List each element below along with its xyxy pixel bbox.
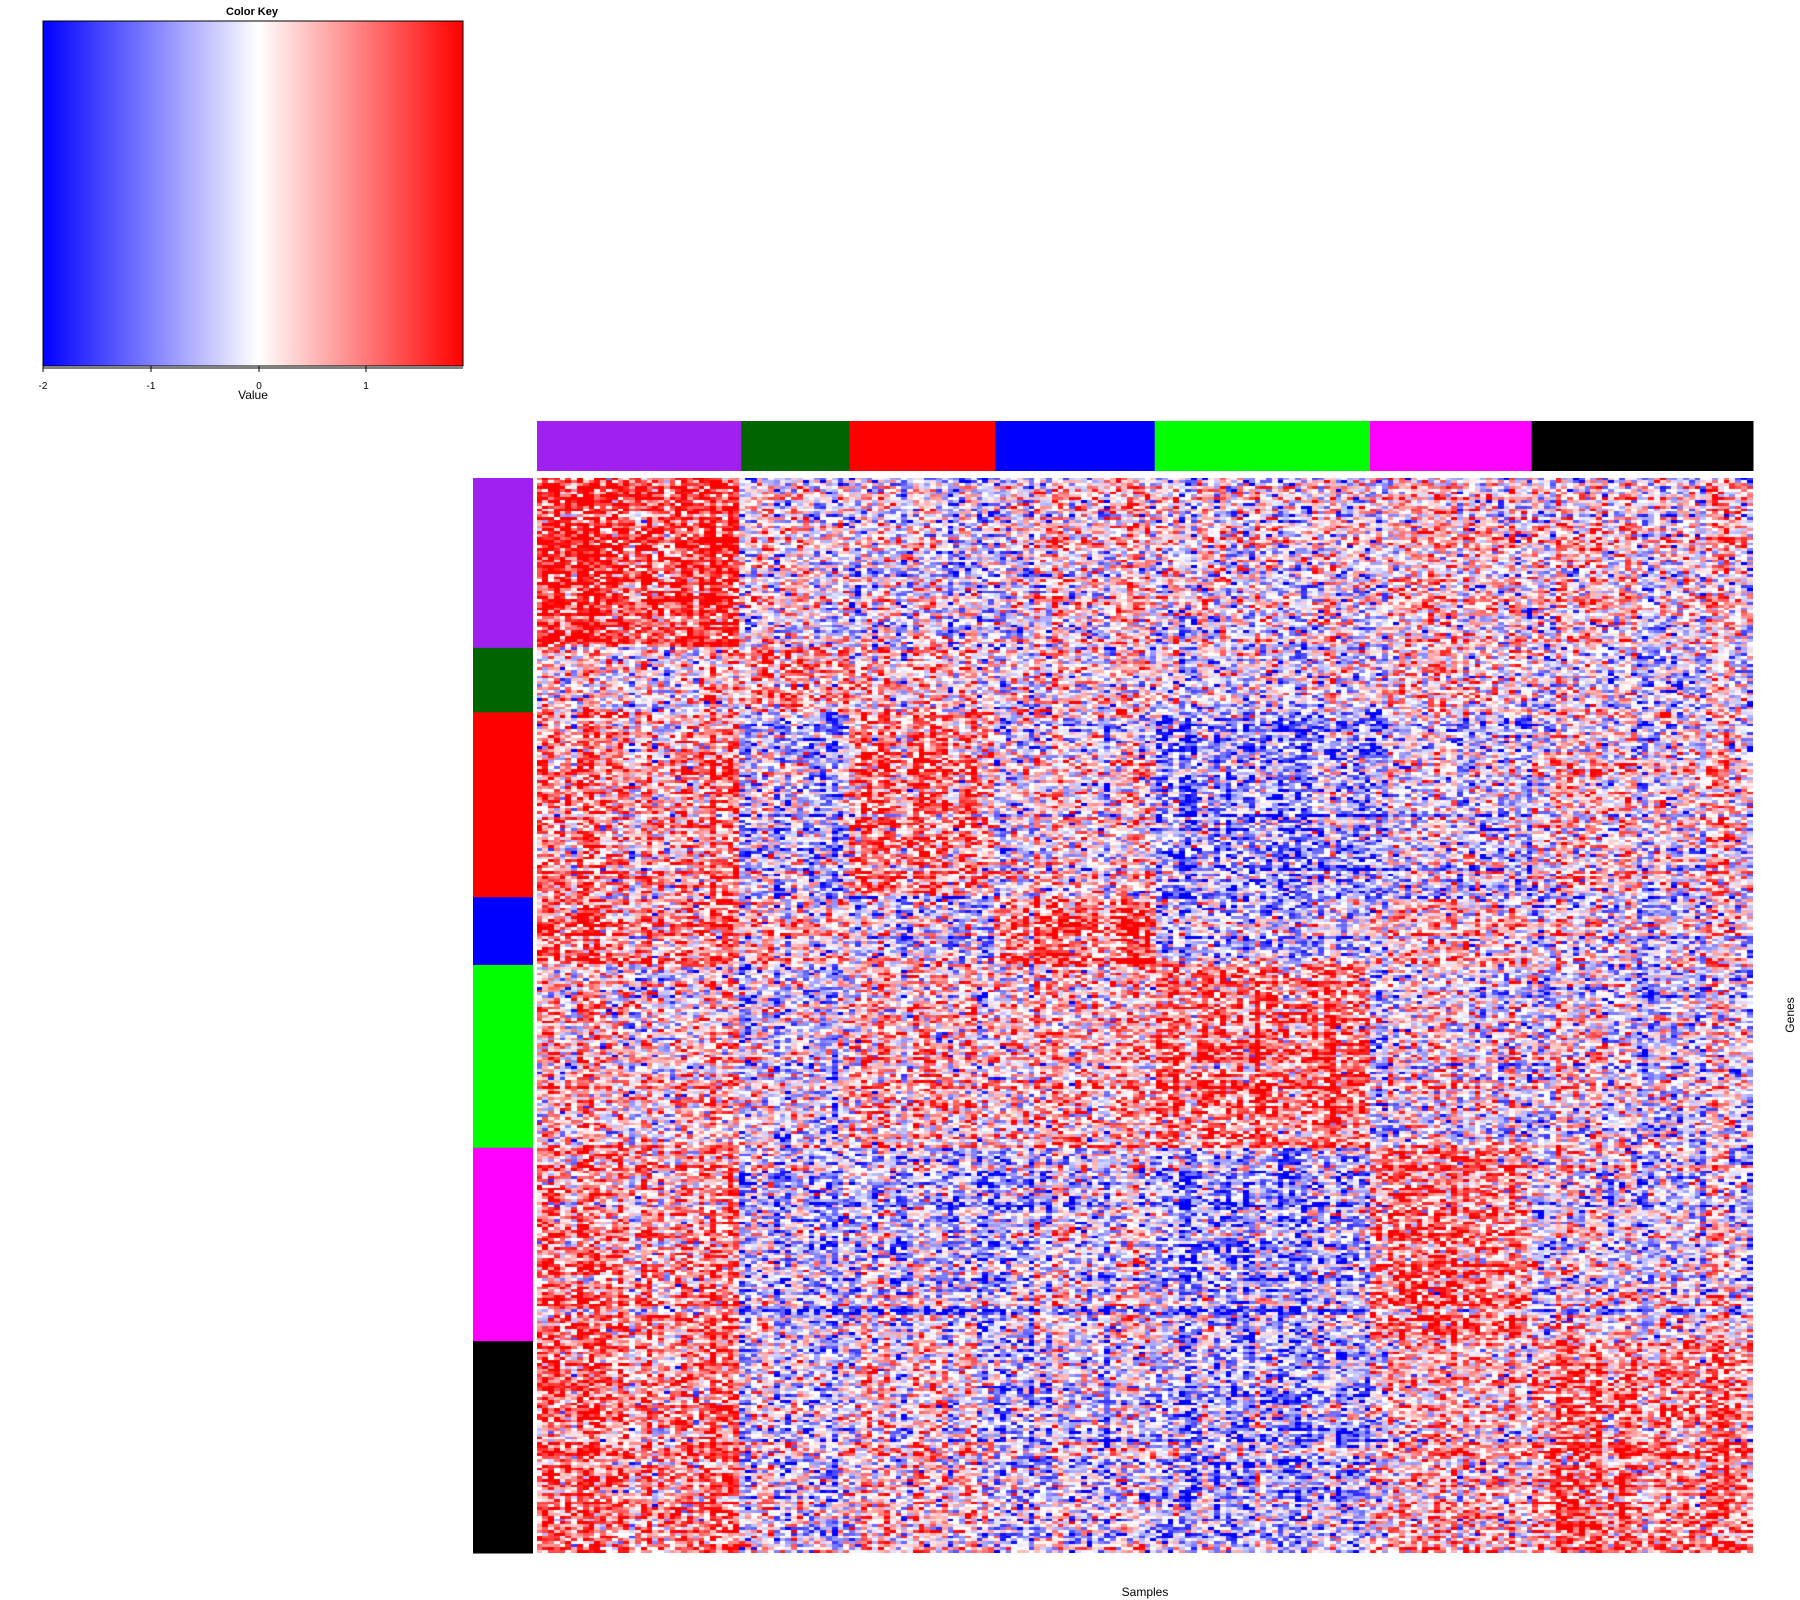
row-group-blue — [473, 897, 533, 966]
color-key-tick-label: -2 — [39, 381, 48, 392]
color-key-ticks: -2 -1 0 1 — [39, 366, 369, 392]
row-group-bar — [473, 478, 533, 1554]
column-group-red — [849, 421, 996, 471]
column-group-black — [1531, 421, 1754, 471]
color-key: Color Key -2 -1 0 1 Value — [39, 6, 464, 402]
row-group-red — [473, 712, 533, 898]
column-group-purple — [537, 421, 742, 471]
row-group-black — [473, 1341, 533, 1554]
color-key-tick-label: 1 — [363, 381, 369, 392]
column-group-blue — [995, 421, 1156, 471]
column-group-darkgreen — [741, 421, 851, 471]
color-key-tick-label: 0 — [256, 381, 262, 392]
color-key-xlabel: Value — [238, 388, 268, 402]
color-key-title: Color Key — [226, 6, 279, 18]
y-axis-label: Genes — [1783, 997, 1797, 1032]
row-group-magenta — [473, 1147, 533, 1342]
column-group-bar — [537, 421, 1754, 471]
row-group-darkgreen — [473, 647, 533, 713]
row-group-green — [473, 964, 533, 1149]
color-key-tick-label: -1 — [147, 381, 156, 392]
column-group-magenta — [1369, 421, 1533, 471]
color-key-gradient — [42, 20, 464, 367]
column-group-green — [1154, 421, 1371, 471]
heatmap-cells — [537, 478, 1753, 1553]
x-axis-label: Samples — [1122, 1585, 1169, 1599]
row-group-purple — [473, 478, 533, 649]
heatmap-body-wrapper — [537, 478, 1753, 1553]
